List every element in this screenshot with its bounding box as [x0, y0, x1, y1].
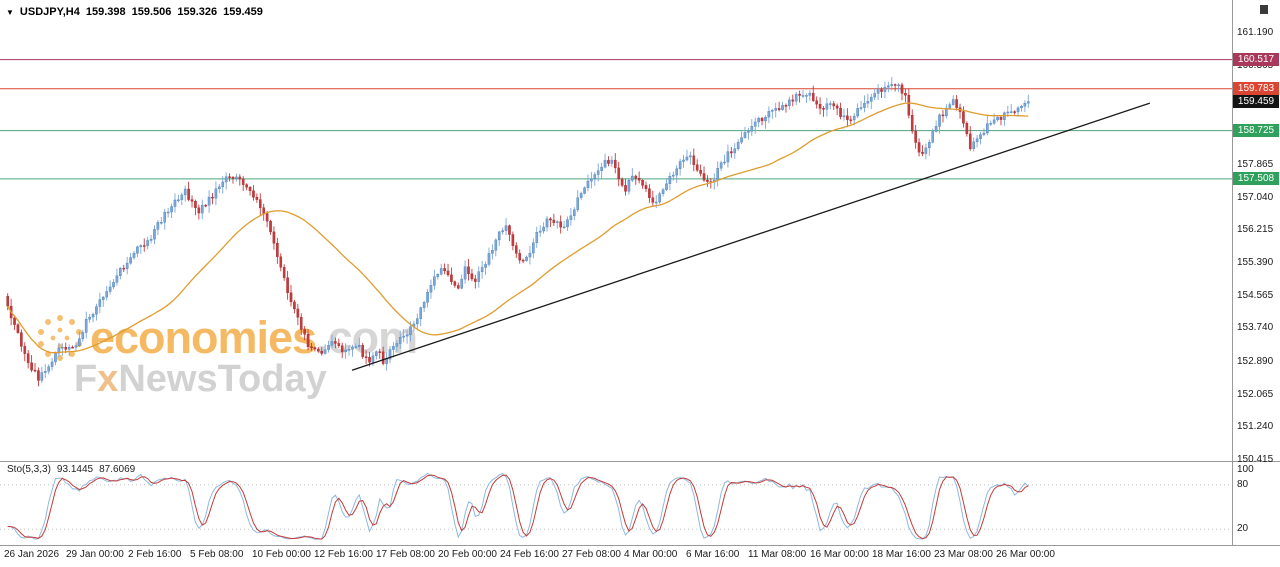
- stochastic-title: Sto(5,3,3): [7, 464, 51, 475]
- symbol-dropdown-icon[interactable]: ▼: [6, 7, 14, 17]
- low-value: 159.326: [177, 6, 218, 18]
- open-value: 159.398: [85, 6, 126, 18]
- close-value: 159.459: [223, 6, 263, 18]
- candlestick-series: [6, 76, 1030, 387]
- stochastic-d-value: 87.6069: [99, 464, 136, 475]
- chart-corner-marker: [1260, 5, 1268, 14]
- stochastic-pane[interactable]: [0, 472, 1232, 540]
- pane-separators: [0, 0, 1280, 546]
- stochastic-d-line: [7, 474, 1029, 540]
- symbol-period-label: USDJPY,H4: [19, 6, 80, 18]
- stochastic-header: Sto(5,3,3) 93.1445 87.6069: [7, 464, 135, 475]
- horizontal-level-lines[interactable]: [0, 59, 1232, 180]
- ohlc-header: ▼ USDJPY,H4 159.398 159.506 159.326 159.…: [6, 6, 263, 18]
- moving-average-line[interactable]: [7, 102, 1029, 354]
- high-value: 159.506: [131, 6, 172, 18]
- trendline[interactable]: [351, 102, 1151, 371]
- stochastic-k-line: [7, 472, 1029, 540]
- stochastic-k-value: 93.1445: [56, 464, 94, 475]
